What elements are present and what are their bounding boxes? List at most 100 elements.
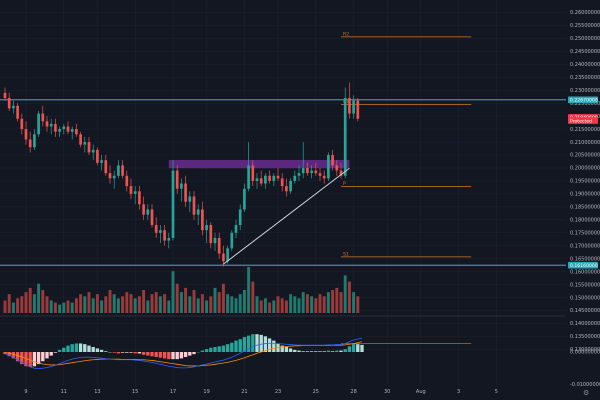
volume-bar <box>74 298 78 313</box>
volume-bar <box>83 296 87 313</box>
price-tick-label: 0.21500000 <box>570 127 600 133</box>
resistance-zone <box>168 159 350 169</box>
macd-histogram-bar <box>255 334 259 352</box>
volume-bar <box>146 300 150 313</box>
candle-body <box>348 98 351 114</box>
macd-histogram-bar <box>318 351 322 352</box>
candle-body <box>280 178 284 187</box>
volume-bar <box>28 287 32 313</box>
gear-icon[interactable]: ⚙ <box>583 389 589 397</box>
candle-body <box>301 167 305 174</box>
volume-bar <box>331 290 335 313</box>
volume-bar <box>310 296 314 313</box>
macd-histogram-bar <box>154 352 158 357</box>
candle-body <box>318 173 322 176</box>
candle-body <box>322 175 326 179</box>
macd-histogram-bar <box>15 352 20 362</box>
candle-body <box>49 123 53 127</box>
macd-histogram-bar <box>183 352 188 357</box>
macd-histogram-bar <box>242 337 247 352</box>
candlesticks <box>3 82 360 267</box>
macd-histogram-bar <box>57 349 62 352</box>
volume-bar <box>108 290 112 313</box>
macd-histogram-bar <box>129 352 133 353</box>
candle-body <box>163 230 166 241</box>
macd-histogram-bar <box>343 349 347 352</box>
macd-histogram-bar <box>309 351 314 352</box>
volume-bar <box>7 294 11 313</box>
macd-histogram-bar <box>188 352 192 356</box>
candle-body <box>33 134 36 148</box>
trendline-layer[interactable] <box>223 167 350 265</box>
volume-bar <box>87 292 91 313</box>
volume-bar <box>179 292 183 313</box>
macd-histogram-bar <box>209 347 213 352</box>
volume-bar <box>129 294 133 313</box>
volume-bar <box>58 304 62 313</box>
macd-histogram-bar <box>49 352 53 356</box>
pivot-level-label: R2 <box>343 31 349 37</box>
macd-histogram-bar <box>356 344 360 352</box>
volume-bar <box>339 292 343 313</box>
candle-body <box>133 191 137 194</box>
candle-body <box>331 155 334 166</box>
macd-histogram-bar <box>330 351 335 352</box>
volume-bar <box>53 302 57 313</box>
time-tick-label: 28 <box>350 389 356 395</box>
macd-histogram-bar <box>3 352 7 355</box>
volume-bar <box>100 300 104 313</box>
time-tick-label: Aug <box>416 389 426 395</box>
macd-histogram-bar <box>120 352 125 353</box>
candle-body <box>70 129 74 132</box>
candle-body <box>205 225 208 231</box>
macd-tick-label: 0.00000000 <box>570 350 600 356</box>
candle-body <box>125 175 129 187</box>
macd-histogram-bar <box>347 346 352 352</box>
candle-body <box>222 253 225 262</box>
macd-histogram-bar <box>213 347 217 352</box>
volume-bar <box>335 287 339 313</box>
time-tick-label: 21 <box>241 389 247 395</box>
macd-histogram-bar <box>20 352 24 365</box>
candle-body <box>104 160 108 174</box>
volume-bar <box>79 294 83 313</box>
macd-histogram-bar <box>112 352 116 353</box>
candle-body <box>314 170 318 174</box>
candle-body <box>343 98 347 176</box>
candle-body <box>238 209 242 226</box>
candle-body <box>356 100 360 119</box>
time-tick-label: 15 <box>132 389 138 395</box>
volume-bar <box>16 298 20 313</box>
volume-bar <box>171 271 175 313</box>
volume-bar <box>255 296 259 313</box>
candle-body <box>37 113 40 135</box>
candle-body <box>184 183 187 202</box>
candle-body <box>62 126 66 130</box>
macd-histogram-bar <box>238 339 242 352</box>
candle-body <box>188 196 192 202</box>
candle-body <box>117 165 120 176</box>
candle-body <box>108 173 112 179</box>
candle-body <box>121 165 124 176</box>
volume-bar <box>268 302 272 313</box>
macd-histogram-bar <box>45 352 49 359</box>
candle-body <box>154 225 158 233</box>
price-tag-label: 0.16160000 <box>570 263 598 269</box>
volume-bar <box>213 287 217 313</box>
macd-histogram-bar <box>221 345 226 352</box>
candle-body <box>167 237 171 241</box>
volume-bar <box>356 296 360 313</box>
price-tick-label: 0.17000000 <box>570 243 600 249</box>
volume-bar <box>352 292 356 313</box>
macd-histogram-bar <box>192 352 196 355</box>
price-tag <box>568 117 598 124</box>
price-tag-label: Protected <box>570 118 592 124</box>
candle-body <box>159 230 162 233</box>
macd-histogram-bar <box>158 352 163 358</box>
macd-histogram-bar <box>36 352 41 365</box>
volume-bar <box>280 298 284 313</box>
candle-body <box>352 100 355 114</box>
candle-body <box>75 129 78 135</box>
candle-body <box>180 183 183 189</box>
